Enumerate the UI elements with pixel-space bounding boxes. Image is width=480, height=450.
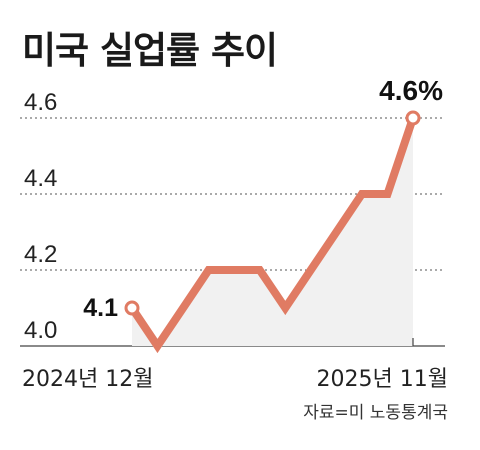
x-axis-end-label: 2025년 11월 (317, 367, 448, 392)
y-tick-label: 4.4 (24, 165, 57, 192)
start-point-marker (124, 300, 140, 316)
series-line (128, 116, 417, 354)
end-point-marker (405, 110, 421, 126)
source-note: 자료=미 노동통계국 (303, 403, 448, 423)
y-tick-label: 4.0 (24, 317, 57, 344)
y-tick-labels: 4.0 4.2 4.4 4.6 (24, 89, 57, 344)
area-fill (132, 118, 413, 346)
end-value-label: 4.6% (379, 75, 443, 106)
start-value-label: 4.1 (83, 294, 118, 322)
chart-title: 미국 실업률 추이 (22, 29, 278, 72)
x-axis-start-label: 2024년 12월 (22, 367, 153, 392)
y-tick-label: 4.6 (24, 89, 57, 116)
y-tick-label: 4.2 (24, 241, 57, 268)
